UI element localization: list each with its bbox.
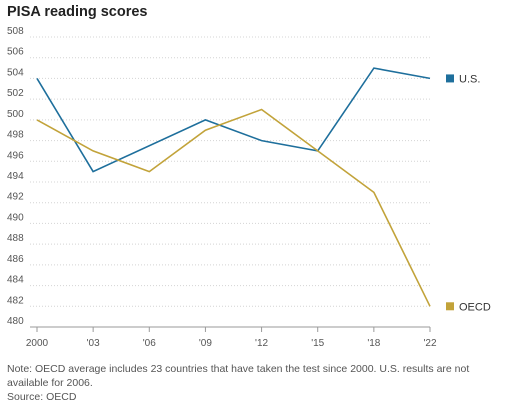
y-tick-label: 494 xyxy=(7,171,24,182)
legend-label-us: U.S. xyxy=(459,73,480,85)
x-tick-label: '06 xyxy=(143,338,156,349)
legend-label-oecd: OECD xyxy=(459,301,491,313)
y-tick-label: 488 xyxy=(7,233,24,244)
y-tick-label: 498 xyxy=(7,130,24,141)
x-axis: 2000 '03 '06 '09 '12 '15 '18 '22 xyxy=(26,327,437,349)
x-tick-label: 2000 xyxy=(26,338,49,349)
series-line-oecd xyxy=(36,108,431,307)
y-tick-label: 500 xyxy=(7,109,24,120)
gridlines xyxy=(30,36,430,328)
chart-note: Note: OECD average includes 23 countries… xyxy=(7,363,470,389)
x-tick-label: '18 xyxy=(367,338,380,349)
legend: U.S. OECD xyxy=(446,73,491,313)
y-tick-label: 492 xyxy=(7,192,24,203)
y-tick-label: 502 xyxy=(7,88,24,99)
legend-swatch-oecd xyxy=(446,302,454,311)
y-axis: 480 482 484 486 488 490 492 494 496 498 500 502 504 5… xyxy=(7,26,24,327)
y-tick-label: 482 xyxy=(7,295,24,306)
y-tick-label: 496 xyxy=(7,150,24,161)
series-line-us xyxy=(36,67,431,173)
series-lines xyxy=(36,67,431,307)
x-tick-label: '09 xyxy=(199,338,212,349)
y-tick-label: 506 xyxy=(7,47,24,58)
y-tick-label: 484 xyxy=(7,275,24,286)
chart-source: Source: OECD xyxy=(7,391,77,403)
y-tick-label: 480 xyxy=(7,316,24,327)
x-tick-label: '12 xyxy=(255,338,268,349)
y-tick-label: 486 xyxy=(7,254,24,265)
x-tick-label: '03 xyxy=(87,338,100,349)
y-tick-label: 504 xyxy=(7,67,24,78)
y-tick-label: 508 xyxy=(7,26,24,37)
x-tick-label: '15 xyxy=(311,338,324,349)
line-chart: 480 482 484 486 488 490 492 494 496 498 500 502 504 5… xyxy=(7,26,491,349)
chart-title: PISA reading scores xyxy=(7,4,148,20)
x-tick-label: '22 xyxy=(423,338,436,349)
legend-swatch-us xyxy=(446,74,454,83)
y-tick-label: 490 xyxy=(7,212,24,223)
